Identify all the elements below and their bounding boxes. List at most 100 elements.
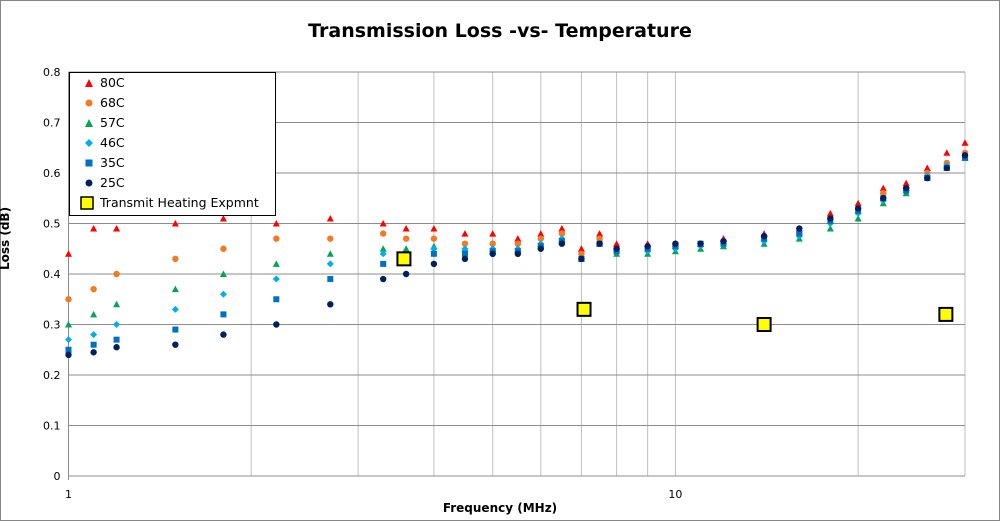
- data-point-triangle: [461, 230, 469, 237]
- data-point-circle: [924, 174, 931, 182]
- data-point-triangle: [272, 260, 280, 267]
- data-point-circle: [827, 215, 834, 222]
- data-point-circle: [596, 240, 603, 247]
- data-point-triangle: [402, 245, 410, 252]
- data-point-triangle: [113, 225, 121, 232]
- data-point-square-large: [938, 306, 954, 322]
- data-point-diamond: [379, 250, 387, 258]
- data-point-triangle: [943, 149, 951, 156]
- y-tick-label: 0.4: [43, 268, 61, 281]
- data-point-diamond: [326, 260, 334, 268]
- data-point-diamond: [171, 305, 179, 313]
- data-point-triangle: [430, 225, 438, 232]
- x-tick-label: 1: [65, 488, 72, 501]
- data-point-square-large: [396, 251, 412, 267]
- data-point-diamond: [461, 245, 469, 253]
- data-point-square-large: [576, 301, 592, 317]
- data-point-circle: [880, 195, 887, 202]
- data-point-circle: [596, 235, 603, 242]
- data-point-triangle: [879, 184, 887, 192]
- data-point-triangle: [272, 220, 280, 227]
- legend-marker-diamond-icon: [85, 139, 93, 147]
- data-point-circle: [65, 296, 72, 303]
- data-point-circle: [514, 250, 522, 257]
- data-point-circle: [220, 245, 227, 252]
- data-point-circle: [172, 255, 179, 263]
- data-point-circle: [961, 152, 969, 159]
- data-point-triangle: [219, 214, 227, 222]
- data-point-square: [430, 250, 437, 257]
- data-point-circle: [273, 235, 280, 242]
- data-point-circle: [514, 240, 522, 247]
- data-point-triangle: [577, 245, 585, 252]
- legend-marker-circle-icon: [85, 99, 93, 107]
- data-point-circle: [220, 331, 227, 338]
- data-point-triangle: [171, 220, 179, 227]
- legend-marker-square-icon: [85, 159, 93, 167]
- legend-item-57c: 57C: [84, 113, 125, 133]
- data-point-diamond: [90, 331, 98, 339]
- data-point-circle: [672, 240, 679, 247]
- legend-item-35c: 35C: [84, 153, 125, 173]
- data-point-circle: [461, 255, 469, 263]
- data-point-triangle: [514, 235, 522, 242]
- data-point-circle: [90, 349, 97, 356]
- data-point-triangle: [65, 250, 72, 257]
- data-point-triangle: [113, 300, 121, 308]
- legend-marker-triangle-icon: [85, 79, 93, 87]
- data-point-triangle: [923, 164, 931, 171]
- data-point-triangle: [90, 225, 98, 232]
- data-point-circle: [943, 164, 951, 172]
- data-point-diamond: [272, 275, 280, 283]
- data-point-circle: [720, 237, 727, 245]
- data-point-triangle: [826, 225, 834, 232]
- data-point-circle: [327, 301, 334, 308]
- x-tick-label: 10: [668, 488, 682, 501]
- data-point-triangle: [90, 310, 98, 318]
- data-point-circle: [558, 230, 566, 237]
- data-point-circle: [430, 235, 438, 242]
- y-tick-label: 0.5: [43, 218, 61, 231]
- data-point-square: [380, 260, 387, 267]
- data-point-triangle: [219, 270, 227, 277]
- data-point-triangle: [171, 285, 179, 293]
- data-point-circle: [327, 235, 334, 242]
- data-point-circle: [402, 235, 410, 242]
- data-point-square: [172, 326, 179, 333]
- y-tick-label: 0.2: [43, 369, 61, 382]
- data-point-circle: [461, 240, 469, 247]
- x-axis-label: Frequency (MHz): [442, 501, 558, 515]
- data-point-triangle: [489, 230, 497, 237]
- data-point-circle: [902, 184, 910, 192]
- data-point-diamond: [113, 321, 121, 328]
- y-tick-label: 0.6: [43, 167, 61, 180]
- data-point-diamond: [65, 336, 72, 344]
- y-tick-label: 0.7: [43, 117, 61, 130]
- legend-item-transmit-heating: Transmit Heating Expmnt: [80, 193, 259, 213]
- data-point-circle: [760, 232, 768, 240]
- data-point-circle: [578, 250, 585, 257]
- data-point-circle: [172, 341, 179, 348]
- data-point-triangle: [558, 225, 566, 232]
- data-point-triangle: [854, 214, 862, 222]
- data-point-triangle: [65, 321, 72, 328]
- data-point-circle: [796, 225, 803, 232]
- data-point-square: [273, 296, 280, 303]
- data-point-circle: [273, 321, 280, 328]
- legend-item-25c: 25C: [84, 173, 125, 193]
- data-point-square: [65, 346, 72, 353]
- data-point-circle: [644, 243, 651, 250]
- data-point-circle: [537, 235, 544, 242]
- legend-marker-triangle-icon: [85, 119, 93, 127]
- data-point-circle: [379, 230, 387, 237]
- data-point-circle: [578, 255, 585, 263]
- data-point-triangle: [902, 179, 910, 187]
- chart-title: Transmission Loss -vs- Temperature: [308, 20, 692, 42]
- y-tick-label: 0: [54, 470, 61, 483]
- data-point-triangle: [826, 209, 834, 217]
- legend-item-46c: 46C: [84, 133, 125, 153]
- data-point-circle: [854, 205, 862, 212]
- data-point-circle: [537, 245, 544, 252]
- data-point-square: [90, 341, 97, 348]
- data-point-square: [461, 250, 468, 257]
